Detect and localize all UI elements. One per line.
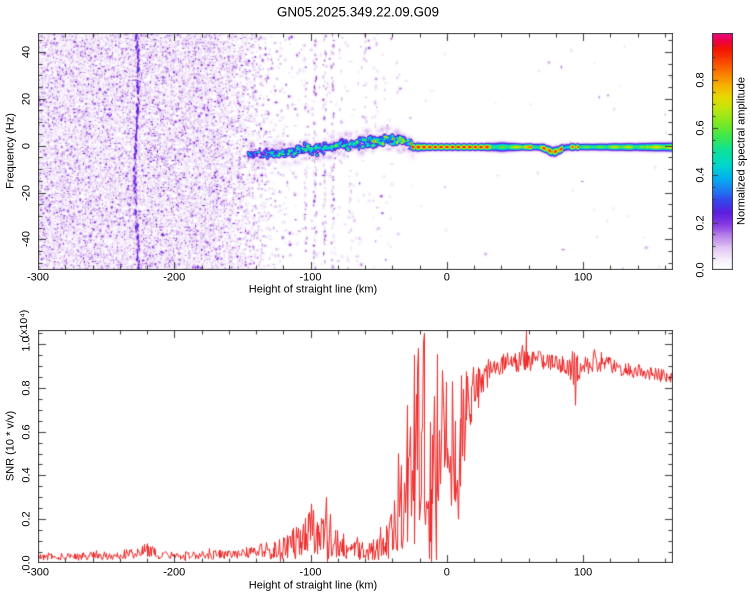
snr-ytick-label: 0.6 (20, 423, 33, 440)
snr-ytick-label: 0.8 (20, 380, 33, 396)
colorbar-tick-label: 0.8 (694, 72, 707, 89)
snr-ytick-label: 0.0 (20, 555, 33, 571)
colorbar-tick-label: 0.2 (694, 214, 707, 231)
snr-xtick-label: 0 (443, 566, 450, 579)
snr-scale-label: (x10⁴) (17, 309, 30, 339)
snr-xtick-label: -200 (163, 566, 186, 579)
snr-ytick-label: 1.0 (20, 336, 33, 352)
colorbar-tick-label: 0.6 (694, 120, 707, 136)
snr-xtick-label: 100 (573, 566, 593, 579)
spectrogram-ytick-label: 20 (20, 92, 33, 105)
spectrogram-xtick-label: -100 (299, 271, 322, 284)
snr-xaxis-label: Height of straight line (km) (248, 579, 378, 592)
snr-xtick-label: -100 (299, 566, 322, 579)
spectrogram-ytick-label: -20 (20, 184, 33, 201)
spectrogram-xtick-label: 100 (573, 271, 593, 284)
colorbar-tick-label: 0.4 (694, 167, 707, 183)
snr-ytick-label: 0.2 (20, 511, 33, 527)
snr-canvas (38, 330, 673, 563)
spectrogram-xtick-label: -300 (26, 271, 50, 284)
spectrogram-xtick-label: 0 (443, 271, 450, 284)
colorbar-tick-label: 0.0 (694, 262, 707, 278)
spectrogram-xaxis-label: Height of straight line (km) (248, 283, 378, 296)
spectrogram-xtick-label: -200 (163, 271, 186, 284)
snr-ytick-label: 0.4 (20, 467, 33, 484)
spectrogram-canvas (38, 33, 673, 270)
figure-title: GN05.2025.349.22.09.G09 (276, 4, 440, 20)
spectrogram-ytick-label: -40 (20, 231, 33, 248)
snr-yaxis-label: SNR (10 * v/v) (4, 410, 17, 482)
colorbar-label: Normalized spectral amplitude (735, 77, 748, 225)
spectrogram-ytick-label: 40 (20, 45, 33, 58)
spectrogram-yaxis-label: Frequency (Hz) (4, 113, 17, 189)
snr-xtick-label: -300 (26, 566, 50, 579)
spectrogram-ytick-label: 0 (20, 142, 33, 149)
colorbar-canvas (712, 33, 733, 270)
